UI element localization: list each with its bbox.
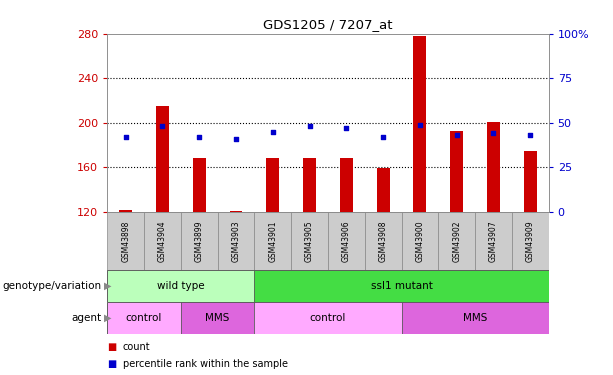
Text: MMS: MMS — [463, 313, 487, 323]
Text: GSM43909: GSM43909 — [526, 220, 535, 262]
Bar — [438, 212, 475, 270]
Text: GSM43905: GSM43905 — [305, 220, 314, 262]
Point — [452, 132, 462, 138]
Bar — [365, 212, 402, 270]
Bar — [107, 302, 181, 334]
Point — [378, 134, 388, 140]
Bar — [144, 212, 181, 270]
Text: GSM43906: GSM43906 — [342, 220, 351, 262]
Bar — [119, 210, 132, 212]
Bar — [254, 212, 291, 270]
Text: GSM43902: GSM43902 — [452, 220, 461, 262]
Text: MMS: MMS — [205, 313, 230, 323]
Bar — [450, 130, 463, 212]
Bar — [107, 270, 254, 302]
Bar — [402, 212, 438, 270]
Bar — [512, 212, 549, 270]
Point — [231, 136, 241, 142]
Bar — [340, 158, 353, 212]
Text: GSM43907: GSM43907 — [489, 220, 498, 262]
Point — [525, 132, 535, 138]
Bar — [328, 212, 365, 270]
Point — [158, 123, 167, 129]
Point — [489, 130, 498, 136]
Text: control: control — [126, 313, 162, 323]
Bar — [192, 158, 206, 212]
Text: count: count — [123, 342, 150, 352]
Text: GSM43904: GSM43904 — [158, 220, 167, 262]
Bar — [291, 212, 328, 270]
Text: ▶: ▶ — [104, 281, 112, 291]
Bar — [107, 212, 144, 270]
Text: GSM43908: GSM43908 — [379, 220, 387, 262]
Point — [268, 129, 278, 135]
Text: ssl1 mutant: ssl1 mutant — [371, 281, 432, 291]
Text: ■: ■ — [107, 342, 116, 352]
Title: GDS1205 / 7207_at: GDS1205 / 7207_at — [263, 18, 393, 31]
Point — [305, 123, 314, 129]
Text: GSM43899: GSM43899 — [195, 220, 204, 262]
Bar — [376, 168, 390, 212]
Text: genotype/variation: genotype/variation — [2, 281, 101, 291]
Bar — [254, 270, 549, 302]
Bar — [229, 211, 243, 212]
Text: GSM43900: GSM43900 — [416, 220, 424, 262]
Text: ▶: ▶ — [104, 313, 112, 323]
Text: percentile rank within the sample: percentile rank within the sample — [123, 359, 287, 369]
Text: agent: agent — [71, 313, 101, 323]
Text: control: control — [310, 313, 346, 323]
Bar — [218, 212, 254, 270]
Text: GSM43901: GSM43901 — [268, 220, 277, 262]
Bar — [475, 212, 512, 270]
Point — [194, 134, 204, 140]
Bar — [181, 302, 254, 334]
Bar — [156, 106, 169, 212]
Point — [121, 134, 131, 140]
Text: GSM43898: GSM43898 — [121, 220, 130, 262]
Bar — [487, 122, 500, 212]
Bar — [181, 212, 218, 270]
Bar — [524, 151, 537, 212]
Bar — [254, 302, 402, 334]
Bar — [303, 158, 316, 212]
Text: GSM43903: GSM43903 — [232, 220, 240, 262]
Bar — [266, 158, 280, 212]
Text: ■: ■ — [107, 359, 116, 369]
Point — [415, 122, 425, 128]
Bar — [414, 36, 427, 212]
Point — [341, 125, 351, 131]
Text: wild type: wild type — [157, 281, 205, 291]
Bar — [402, 302, 549, 334]
